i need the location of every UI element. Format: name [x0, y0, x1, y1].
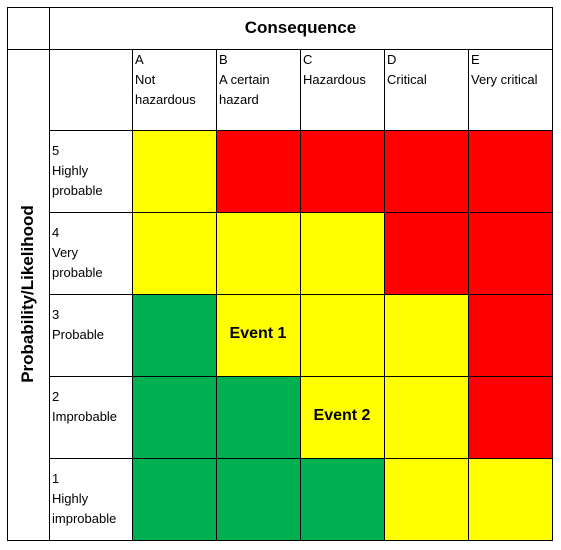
column-header-e: E Very critical: [468, 49, 552, 130]
row-header-1: 1 Highly improbable: [49, 458, 132, 540]
row-number: 5: [52, 143, 60, 158]
grid-line: [49, 130, 553, 131]
column-header-c: C Hazardous: [300, 49, 384, 130]
risk-cell-4b: [216, 212, 300, 294]
row-header-3: 3 Probable: [49, 294, 132, 376]
risk-cell-3b: [216, 294, 300, 376]
risk-cell-1c: [300, 458, 384, 540]
column-label-line: hazard: [219, 92, 259, 107]
grid-line: [7, 540, 553, 541]
column-letter: B: [219, 52, 228, 67]
grid-line: [49, 294, 553, 295]
column-header-a: A Not hazardous: [132, 49, 216, 130]
risk-cell-4d: [384, 212, 468, 294]
risk-cell-2a: [132, 376, 216, 458]
column-header-b: B A certain hazard: [216, 49, 300, 130]
risk-cell-3a: [132, 294, 216, 376]
row-number: 4: [52, 225, 60, 240]
grid-line: [49, 212, 553, 213]
grid-line: [132, 49, 133, 541]
risk-cell-5d: [384, 130, 468, 212]
column-label-line: hazardous: [135, 92, 196, 107]
row-label-line: Improbable: [52, 409, 118, 424]
column-label-line: A certain: [219, 72, 270, 87]
event-label-text: Event 2: [313, 407, 371, 424]
column-label-line: Not: [135, 72, 156, 87]
consequence-header: Consequence: [49, 7, 552, 49]
grid-line: [49, 458, 553, 459]
column-letter: D: [387, 52, 397, 67]
event-2-label: Event 2: [300, 376, 384, 458]
grid-line: [300, 49, 301, 541]
risk-cell-2b: [216, 376, 300, 458]
risk-cell-4a: [132, 212, 216, 294]
event-1-label: Event 1: [216, 294, 300, 376]
risk-cell-1a: [132, 458, 216, 540]
grid-line: [552, 7, 553, 541]
risk-cell-5c: [300, 130, 384, 212]
risk-cell-1b: [216, 458, 300, 540]
row-header-4: 4 Very probable: [49, 212, 132, 294]
risk-cell-5e: [468, 130, 552, 212]
risk-cell-5a: [132, 130, 216, 212]
grid-line: [7, 7, 8, 541]
column-letter: C: [303, 52, 313, 67]
column-letter: A: [135, 52, 144, 67]
column-letter: E: [471, 52, 480, 67]
column-label-line: Critical: [387, 72, 427, 87]
row-label-line: Probable: [52, 327, 105, 342]
consequence-title: Consequence: [244, 18, 357, 37]
column-label-line: Hazardous: [303, 72, 366, 87]
risk-cell-3c: [300, 294, 384, 376]
row-header-5: 5 Highly probable: [49, 130, 132, 212]
row-label-line: Highly: [52, 491, 89, 506]
risk-cell-2d: [384, 376, 468, 458]
risk-cell-4e: [468, 212, 552, 294]
column-header-d: D Critical: [384, 49, 468, 130]
row-label-line: improbable: [52, 511, 117, 526]
grid-line: [384, 49, 385, 541]
row-label-line: Very: [52, 245, 79, 260]
row-number: 2: [52, 389, 60, 404]
risk-cell-5b: [216, 130, 300, 212]
risk-cell-1e: [468, 458, 552, 540]
risk-cell-4c: [300, 212, 384, 294]
grid-line: [468, 49, 469, 541]
row-header-2: 2 Improbable: [49, 376, 132, 458]
risk-cell-2e: [468, 376, 552, 458]
risk-cell-3d: [384, 294, 468, 376]
row-label-line: probable: [52, 183, 103, 198]
grid-line: [216, 49, 217, 541]
grid-line: [49, 376, 553, 377]
column-label-line: Very critical: [471, 72, 538, 87]
row-label-line: Highly: [52, 163, 89, 178]
risk-cell-2c: [300, 376, 384, 458]
grid-line: [7, 7, 553, 8]
row-number: 1: [52, 471, 60, 486]
risk-cell-1d: [384, 458, 468, 540]
risk-cell-3e: [468, 294, 552, 376]
row-label-line: probable: [52, 265, 103, 280]
row-number: 3: [52, 307, 60, 322]
grid-line: [49, 7, 50, 541]
event-label-text: Event 1: [229, 325, 287, 342]
likelihood-title: Probability/Likelihood: [18, 205, 37, 383]
grid-line: [7, 49, 553, 50]
